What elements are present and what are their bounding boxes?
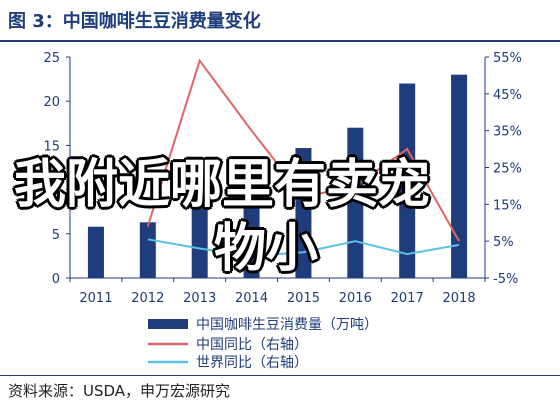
left-tick-label: 15	[43, 139, 60, 154]
x-tick-label: 2017	[391, 291, 424, 306]
x-tick-label: 2011	[79, 291, 112, 306]
x-tick-label: 2015	[287, 291, 320, 306]
x-tick-label: 2014	[235, 291, 268, 306]
legend-label-consumption: 中国咖啡生豆消费量（万吨）	[196, 317, 378, 333]
bar-consumption	[347, 127, 364, 278]
legend-label-world-yoy: 世界同比（右轴）	[196, 355, 308, 371]
right-tick-label: 25%	[493, 162, 522, 177]
right-tick-label: -5%	[493, 272, 518, 287]
x-tick-label: 2012	[131, 291, 164, 306]
x-tick-label: 2013	[183, 291, 216, 306]
right-tick-label: 15%	[493, 198, 522, 213]
legend-swatch-consumption	[148, 319, 188, 329]
line-china-yoy	[146, 58, 460, 242]
bar-consumption	[191, 189, 208, 278]
bar-consumption	[399, 83, 416, 279]
bar-consumption	[139, 222, 156, 278]
left-tick-label: 5	[52, 228, 60, 243]
left-tick-label: 10	[43, 184, 60, 199]
bar-consumption	[451, 74, 468, 279]
right-tick-label: 55%	[493, 51, 522, 66]
line-world-yoy	[147, 238, 460, 257]
right-tick-label: 45%	[493, 88, 522, 103]
footer-divider	[0, 375, 560, 376]
x-tick-label: 2018	[443, 291, 476, 306]
right-tick-label: 35%	[493, 125, 522, 140]
title-bar: 图 3：中国咖啡生豆消费量变化	[0, 0, 560, 42]
legend-label-china-yoy: 中国同比（右轴）	[196, 337, 308, 353]
left-tick-label: 20	[43, 95, 60, 110]
x-tick-label: 2016	[339, 291, 372, 306]
bar-consumption	[87, 226, 104, 278]
left-tick-label: 25	[43, 51, 60, 66]
chart-title: 图 3：中国咖啡生豆消费量变化	[8, 11, 261, 32]
bar-consumption	[243, 167, 260, 278]
left-tick-label: 0	[52, 272, 60, 287]
source-note: 资料来源：USDA，申万宏源研究	[8, 382, 231, 400]
bar-consumption	[295, 148, 312, 278]
right-tick-label: 5%	[493, 235, 514, 250]
